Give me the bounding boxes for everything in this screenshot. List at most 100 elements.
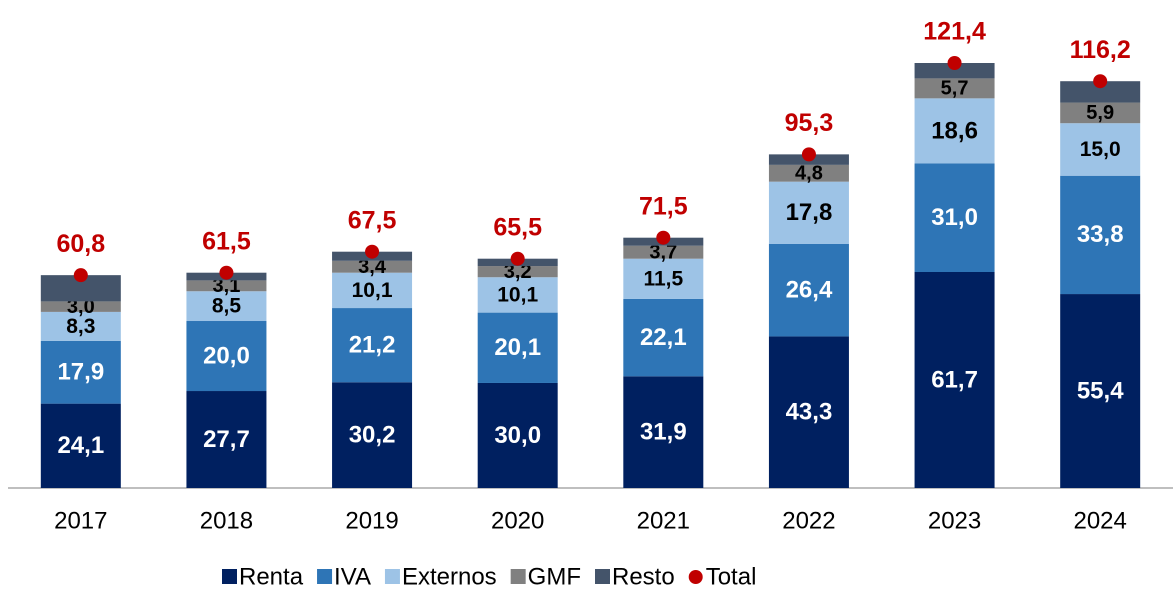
data-label: 8,5 <box>212 295 242 318</box>
legend-marker <box>222 569 237 584</box>
bar-segment <box>914 98 995 164</box>
bar-segment <box>1060 123 1141 176</box>
legend-marker <box>317 569 333 584</box>
data-label: 17,9 <box>57 359 104 386</box>
bar-segment <box>332 272 413 309</box>
bar-segment <box>1060 294 1141 488</box>
data-label: 20,0 <box>203 342 250 369</box>
data-label: 30,2 <box>349 421 396 448</box>
bar-segment <box>768 336 849 488</box>
x-tick-label: 2018 <box>200 507 253 534</box>
legend-marker <box>595 569 610 584</box>
bar-segment <box>186 391 267 488</box>
x-tick-label: 2020 <box>491 507 544 534</box>
bar-segment <box>40 403 121 488</box>
total-label: 71,5 <box>639 192 688 220</box>
x-tick-label: 2017 <box>54 507 107 534</box>
x-tick-label: 2021 <box>637 507 690 534</box>
x-tick-label: 2023 <box>928 507 981 534</box>
total-dot <box>1093 74 1108 89</box>
data-label: 20,1 <box>494 334 541 361</box>
x-tick-label: 2024 <box>1073 507 1126 534</box>
data-label: 17,8 <box>786 199 833 226</box>
bar-segment <box>623 258 704 299</box>
data-label: 31,9 <box>640 419 687 446</box>
total-label: 67,5 <box>348 206 397 234</box>
total-label: 65,5 <box>493 213 542 241</box>
data-label: 30,0 <box>494 422 541 449</box>
bar-segment <box>914 78 995 99</box>
legend-marker <box>510 569 526 584</box>
legend-marker <box>384 569 400 584</box>
total-dot <box>219 265 234 280</box>
bar-segment <box>1060 81 1141 103</box>
data-label: 10,1 <box>352 279 393 302</box>
data-label: 3,1 <box>213 275 241 297</box>
data-label: 15,0 <box>1080 138 1121 161</box>
bar-segment <box>40 301 121 312</box>
bar-segment <box>40 340 121 404</box>
bar-segment <box>40 311 121 341</box>
total-label: 95,3 <box>785 109 834 137</box>
data-label: 10,1 <box>497 283 538 306</box>
total-label: 61,5 <box>202 227 251 255</box>
data-label: 33,8 <box>1077 221 1124 248</box>
total-dot <box>947 56 962 70</box>
bar-segment <box>332 260 413 273</box>
data-label: 11,5 <box>643 267 683 290</box>
bar-segment <box>623 376 704 488</box>
bar-segment <box>477 382 558 488</box>
total-label: 116,2 <box>1070 36 1131 64</box>
legend-label: GMF <box>528 563 581 590</box>
bar-segment <box>186 321 267 392</box>
bar-segment <box>768 243 849 337</box>
total-dot <box>656 230 671 245</box>
data-label: 8,3 <box>66 315 95 338</box>
data-label: 31,0 <box>931 204 978 231</box>
data-label: 43,3 <box>786 399 833 426</box>
data-label: 24,1 <box>57 432 104 459</box>
total-label: 121,4 <box>923 18 986 46</box>
total-dot <box>73 268 88 283</box>
bar-segment <box>914 63 995 79</box>
legend-label: Resto <box>612 563 675 590</box>
data-label: 61,7 <box>931 366 978 393</box>
data-label: 3,4 <box>358 256 387 278</box>
total-dot <box>801 147 816 162</box>
bar-segment <box>1060 175 1141 295</box>
bar-segment <box>1060 102 1141 124</box>
bar-segment <box>914 163 995 272</box>
data-label: 3,2 <box>504 261 532 283</box>
data-label: 3,0 <box>67 296 95 318</box>
data-label: 27,7 <box>203 426 250 453</box>
bar-segment <box>186 280 267 292</box>
bar-segment <box>623 245 704 259</box>
data-label: 21,2 <box>349 332 396 359</box>
data-label: 5,7 <box>941 78 969 100</box>
x-tick-label: 2019 <box>345 507 398 534</box>
bar-segment <box>332 382 413 488</box>
legend-label: IVA <box>334 563 371 590</box>
legend-label: Externos <box>402 563 497 590</box>
bar-segment <box>914 271 995 488</box>
legend-label: Total <box>706 563 757 590</box>
x-tick-label: 2022 <box>782 507 835 534</box>
bar-segment <box>186 291 267 322</box>
total-dot <box>510 251 525 266</box>
data-label: 55,4 <box>1077 377 1124 404</box>
bar-segment <box>477 277 558 313</box>
total-dot <box>365 244 380 259</box>
bar-segment <box>477 312 558 383</box>
data-label: 22,1 <box>640 324 687 351</box>
legend-marker <box>688 570 703 584</box>
bar-segment <box>623 298 704 377</box>
bar-segment <box>768 164 849 182</box>
bar-segment <box>477 266 558 278</box>
data-label: 5,9 <box>1086 102 1114 124</box>
bar-segment <box>332 308 413 383</box>
data-label: 26,4 <box>786 277 833 304</box>
data-label: 4,8 <box>795 163 823 185</box>
total-label: 60,8 <box>56 230 105 258</box>
legend-label: Renta <box>239 563 304 590</box>
